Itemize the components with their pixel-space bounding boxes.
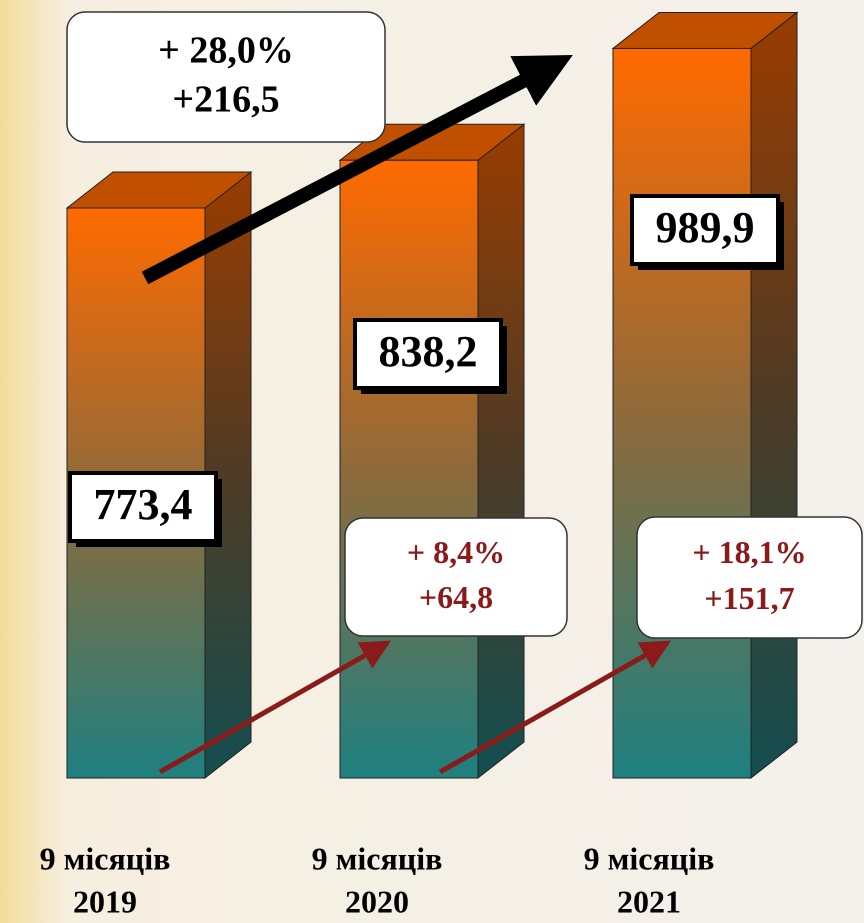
annotation: + 18,1% bbox=[692, 534, 806, 570]
x-tick-label: 2019 bbox=[73, 883, 137, 919]
labels: 773,4 9 місяців 2019 838,2 9 місяців 2020 989,… bbox=[40, 11, 863, 919]
x-tick-label: 9 місяців bbox=[584, 840, 715, 876]
annotation-box bbox=[344, 517, 568, 637]
annotation-box bbox=[66, 11, 386, 143]
x-tick-label: 9 місяців bbox=[312, 840, 443, 876]
x-tick-label: 2021 bbox=[617, 883, 681, 919]
bar bbox=[612, 47, 752, 779]
value-label: 989,9 bbox=[656, 203, 755, 252]
annotation-box bbox=[636, 516, 863, 639]
value-label: 838,2 bbox=[379, 327, 478, 376]
value-label: 773,4 bbox=[94, 480, 193, 529]
x-tick-label: 9 місяців bbox=[40, 840, 171, 876]
value-label-box bbox=[353, 318, 503, 390]
value-label-box bbox=[630, 194, 780, 266]
bar-side bbox=[477, 123, 525, 780]
bar bbox=[339, 159, 479, 779]
trend-arrow bbox=[438, 640, 672, 775]
trend-arrow bbox=[158, 640, 392, 775]
annotation: +151,7 bbox=[704, 580, 794, 616]
bar-side bbox=[750, 11, 798, 780]
value-label-box bbox=[68, 471, 218, 543]
annotation: + 28,0% bbox=[158, 29, 294, 71]
annotation: +216,5 bbox=[172, 79, 279, 121]
annotation: +64,8 bbox=[419, 579, 493, 615]
annotation: + 8,4% bbox=[407, 534, 505, 570]
trend-arrow bbox=[141, 55, 573, 285]
x-tick-label: 2020 bbox=[345, 883, 409, 919]
